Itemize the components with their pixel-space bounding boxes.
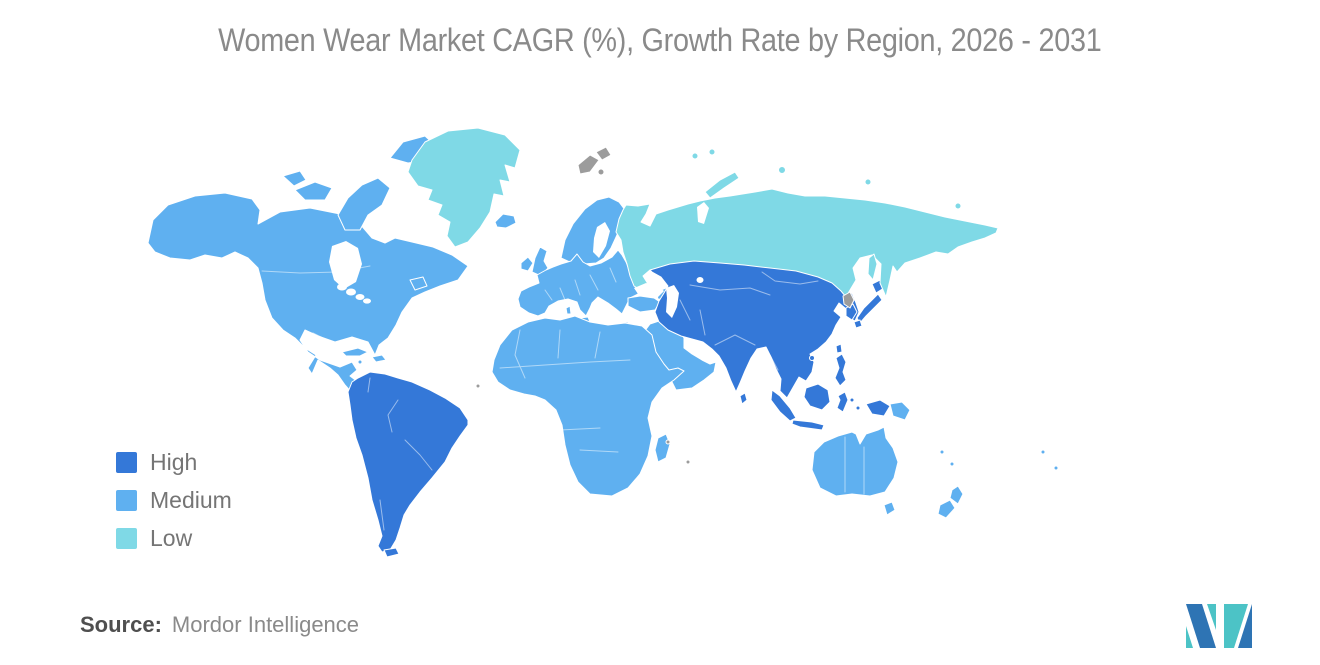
map-region-arctic-island-banks[interactable]: [282, 170, 307, 187]
map-region-greenland[interactable]: [407, 127, 521, 248]
map-region-arctic-islet[interactable]: [708, 148, 716, 156]
great-lake: [355, 294, 365, 300]
map-region-tasmania[interactable]: [883, 501, 896, 516]
baltic-sea: [593, 222, 610, 258]
border-south-america: [367, 377, 433, 531]
map-region-sri-lanka[interactable]: [739, 392, 748, 405]
map-region-comoros[interactable]: [665, 439, 671, 445]
legend-label-low: Low: [150, 525, 193, 551]
map-regions-medium: [147, 135, 1059, 519]
map-region-newfoundland[interactable]: [409, 276, 428, 291]
chart-title: Women Wear Market CAGR (%), Growth Rate …: [0, 22, 1320, 59]
border-us-canada: [261, 265, 371, 274]
map-regions-high: [347, 258, 891, 558]
legend-label-high: High: [150, 449, 198, 475]
legend-label-medium: Medium: [150, 487, 232, 513]
map-regions-low: [407, 127, 999, 298]
map-region-pacific-island[interactable]: [1040, 449, 1046, 455]
black-sea: [634, 283, 664, 297]
aral-sea: [696, 277, 704, 283]
map-region-svalbard[interactable]: [595, 146, 612, 161]
map-region-arctic-islet[interactable]: [864, 178, 872, 186]
map-region-sakhalin[interactable]: [867, 253, 878, 281]
map-region-jamaica[interactable]: [357, 359, 363, 365]
map-region-russia[interactable]: [615, 188, 999, 298]
source-value: Mordor Intelligence: [171, 612, 360, 637]
source-label: Source:: [80, 612, 162, 637]
map-region-svalbard[interactable]: [597, 168, 605, 176]
map-region-ireland[interactable]: [520, 256, 534, 272]
map-region-novaya-zemlya[interactable]: [704, 171, 740, 199]
map-region-pacific-island[interactable]: [939, 449, 945, 455]
map-regions-nodata: [475, 146, 855, 465]
map-region-new-zealand-north[interactable]: [949, 485, 964, 505]
legend-item-high: High: [116, 449, 232, 475]
border-africa: [499, 329, 631, 453]
great-lake: [337, 283, 347, 291]
map-water-overlays: [329, 202, 709, 318]
mordor-intelligence-logo: [1186, 604, 1252, 648]
map-region-moluccas[interactable]: [849, 397, 855, 403]
map-region-papua-new-guinea[interactable]: [889, 401, 911, 421]
border-australia-states: [844, 436, 865, 495]
map-region-madagascar[interactable]: [654, 433, 671, 463]
map-region-iceland[interactable]: [494, 213, 517, 229]
map-region-japan-honshu[interactable]: [856, 293, 883, 324]
caspian-sea: [666, 285, 679, 318]
great-lake: [346, 288, 356, 296]
map-region-north-korea[interactable]: [842, 291, 855, 309]
map-region-borneo[interactable]: [803, 383, 831, 411]
map-region-africa[interactable]: [491, 315, 685, 497]
map-region-taiwan[interactable]: [835, 343, 843, 354]
map-region-tierra-del-fuego[interactable]: [383, 547, 400, 558]
map-region-arctic-island-baffin[interactable]: [337, 177, 391, 231]
map-region-wrangel-island[interactable]: [954, 202, 962, 210]
map-region-new-guinea-west[interactable]: [865, 399, 891, 417]
map-region-sulawesi[interactable]: [836, 391, 849, 413]
logo-blue-diagonal: [1186, 604, 1216, 648]
map-region-cape-verde[interactable]: [475, 383, 481, 389]
map-region-sardinia[interactable]: [565, 305, 572, 315]
gulf-of-ob: [697, 202, 709, 224]
map-region-arctic-islet[interactable]: [778, 166, 786, 174]
border-us-mexico: [300, 332, 326, 340]
map-region-south-america[interactable]: [347, 371, 469, 553]
map-region-turkey[interactable]: [627, 295, 661, 313]
chart-title-text: Women Wear Market CAGR (%), Growth Rate …: [218, 22, 1102, 58]
border-asia: [679, 271, 819, 371]
legend-swatch-high: [116, 452, 137, 473]
map-region-japan-kyushu[interactable]: [853, 319, 863, 329]
map-region-pacific-island[interactable]: [1053, 465, 1059, 471]
map-country-borders: [261, 265, 865, 531]
map-region-mauritius[interactable]: [685, 459, 691, 465]
map-region-arctic-island-victoria[interactable]: [294, 181, 333, 201]
map-region-new-zealand-south[interactable]: [937, 499, 956, 519]
legend-item-low: Low: [116, 525, 232, 551]
border-europe: [544, 267, 617, 301]
legend-swatch-low: [116, 528, 137, 549]
logo-blue-right-triangle: [1238, 604, 1252, 648]
map-region-cuba[interactable]: [341, 347, 369, 357]
logo-teal-top-right-triangle: [1207, 604, 1216, 630]
source-line: Source: Mordor Intelligence: [80, 612, 359, 638]
legend-item-medium: Medium: [116, 487, 232, 513]
map-region-hispaniola[interactable]: [371, 354, 387, 363]
map-region-moluccas[interactable]: [855, 405, 861, 411]
map-region-north-america[interactable]: [147, 192, 469, 398]
map-region-pacific-island[interactable]: [949, 461, 955, 467]
map-region-hainan[interactable]: [809, 355, 815, 361]
map-region-arctic-islet[interactable]: [691, 152, 699, 160]
great-lake: [363, 298, 371, 304]
legend: High Medium Low: [116, 449, 232, 566]
logo-teal-right-block: [1224, 604, 1248, 648]
logo-teal-bottom-left-triangle: [1186, 626, 1193, 648]
legend-swatch-medium: [116, 490, 137, 511]
map-region-australia[interactable]: [811, 426, 899, 497]
map-region-philippines[interactable]: [834, 353, 847, 387]
hudson-bay: [329, 241, 362, 289]
map-region-svalbard[interactable]: [577, 154, 600, 175]
map-region-java[interactable]: [791, 419, 825, 431]
